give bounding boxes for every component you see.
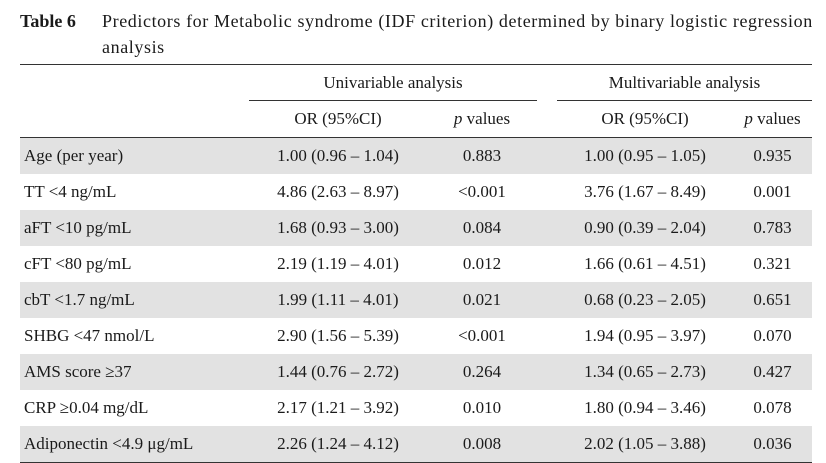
variable-cell: Age (per year) (20, 137, 249, 174)
variable-cell: cFT <80 pg/mL (24, 254, 132, 273)
table-row: Age (per year) 1.00 (0.96 – 1.04) 0.883 1.0… (20, 137, 812, 174)
uni-p-italic: p (453, 109, 463, 128)
uni-or-cell: 1.44 (0.76 – 2.72) (249, 354, 427, 390)
gap-cell (537, 137, 557, 174)
uni-or-cell: 1.99 (1.11 – 4.01) (249, 282, 427, 318)
multi-or-header: OR (95%CI) (557, 100, 733, 138)
table-row: aFT <10 pg/mL 1.68 (0.93 – 3.00) 0.084 0.90… (20, 210, 812, 246)
uni-p-header: p values (427, 100, 537, 138)
uni-p-cell: 0.010 (462, 398, 502, 417)
table-row: Adiponectin <4.9 μg/mL 2.26 (1.24 – 4.12)… (20, 426, 812, 463)
table-caption: Table 6 Predictors for Metabolic syndrom… (20, 8, 820, 60)
table-row: TT <4 ng/mL 4.86 (2.63 – 8.97) <0.001 3.76 … (20, 174, 812, 210)
gap-cell (537, 282, 557, 318)
multi-p-cell: 0.935 (733, 137, 812, 174)
gap-cell (537, 246, 557, 282)
uni-or-cell: 1.00 (0.96 – 1.04) (249, 137, 427, 174)
gap-cell (537, 210, 557, 246)
variable-header (20, 100, 249, 138)
variable-cell: AMS score ≥37 (20, 354, 249, 390)
gap-cell (537, 426, 557, 463)
multi-p-cell: 0.070 (753, 326, 792, 345)
multi-p-rest: values (752, 109, 801, 128)
multi-or-cell: 3.76 (1.67 – 8.49) (584, 182, 706, 201)
sub-header-row: OR (95%CI) p values OR (95%CI) p values (20, 100, 812, 138)
multi-p-cell: 0.321 (753, 254, 792, 273)
uni-or-cell: 1.68 (0.93 – 3.00) (249, 210, 427, 246)
uni-p-cell: <0.001 (458, 182, 506, 201)
multi-or-cell: 1.66 (0.61 – 4.51) (584, 254, 706, 273)
multi-p-cell: 0.783 (733, 210, 812, 246)
multivariable-header: Multivariable analysis (557, 64, 812, 101)
table-row: cbT <1.7 ng/mL 1.99 (1.11 – 4.01) 0.021 0.6… (20, 282, 812, 318)
multi-or-cell: 0.90 (0.39 – 2.04) (557, 210, 733, 246)
uni-p-cell: 0.264 (427, 354, 537, 390)
table-row: CRP ≥0.04 mg/dL 2.17 (1.21 – 3.92) 0.010 1.… (20, 390, 812, 426)
multi-p-header: p values (733, 100, 812, 138)
variable-cell: aFT <10 pg/mL (20, 210, 249, 246)
multi-p-cell: 0.001 (753, 182, 792, 201)
multi-p-cell: 0.651 (733, 282, 812, 318)
table-label: Table 6 (20, 11, 76, 31)
gap-cell (537, 174, 557, 210)
gap-cell (537, 318, 557, 354)
multi-or-cell: 1.34 (0.65 – 2.73) (557, 354, 733, 390)
table-title: Predictors for Metabolic syndrome (IDF c… (102, 11, 813, 57)
regression-table: Univariable analysis Multivariable analy… (20, 64, 812, 463)
uni-p-cell: <0.001 (458, 326, 506, 345)
sub-gap (537, 100, 557, 138)
table-row: AMS score ≥37 1.44 (0.76 – 2.72) 0.264 1.34… (20, 354, 812, 390)
multi-p-cell: 0.036 (733, 426, 812, 463)
variable-cell: SHBG <47 nmol/L (24, 326, 155, 345)
header-blank (20, 64, 249, 101)
multi-p-cell: 0.078 (753, 398, 792, 417)
table-row: cFT <80 pg/mL 2.19 (1.19 – 4.01) 0.012 1.66… (20, 246, 812, 282)
uni-p-cell: 0.012 (462, 254, 502, 273)
multi-or-cell: 2.02 (1.05 – 3.88) (557, 426, 733, 463)
uni-or-cell: 2.19 (1.19 – 4.01) (277, 254, 399, 273)
table-body: Age (per year) 1.00 (0.96 – 1.04) 0.883 1.0… (20, 137, 812, 463)
uni-p-cell: 0.883 (427, 137, 537, 174)
uni-p-cell: 0.084 (427, 210, 537, 246)
uni-or-header: OR (95%CI) (249, 100, 427, 138)
univariable-header: Univariable analysis (249, 64, 537, 101)
uni-or-cell: 2.26 (1.24 – 4.12) (249, 426, 427, 463)
variable-cell: TT <4 ng/mL (24, 182, 117, 201)
variable-cell: Adiponectin <4.9 μg/mL (20, 426, 249, 463)
multi-p-cell: 0.427 (733, 354, 812, 390)
uni-p-cell: 0.021 (427, 282, 537, 318)
multi-p-italic: p (744, 109, 753, 128)
variable-cell: CRP ≥0.04 mg/dL (24, 398, 149, 417)
table-row: SHBG <47 nmol/L 2.90 (1.56 – 5.39) <0.001 1… (20, 318, 812, 354)
gap-cell (537, 354, 557, 390)
multi-or-cell: 0.68 (0.23 – 2.05) (557, 282, 733, 318)
uni-p-cell: 0.008 (427, 426, 537, 463)
uni-p-rest: values (462, 109, 511, 128)
uni-or-cell: 4.86 (2.63 – 8.97) (277, 182, 399, 201)
multi-or-cell: 1.94 (0.95 – 3.97) (584, 326, 706, 345)
variable-cell: cbT <1.7 ng/mL (20, 282, 249, 318)
group-header-row: Univariable analysis Multivariable analy… (20, 64, 812, 101)
uni-or-cell: 2.17 (1.21 – 3.92) (277, 398, 399, 417)
multi-or-cell: 1.00 (0.95 – 1.05) (557, 137, 733, 174)
uni-or-cell: 2.90 (1.56 – 5.39) (277, 326, 399, 345)
multi-or-cell: 1.80 (0.94 – 3.46) (584, 398, 706, 417)
header-gap (537, 64, 557, 101)
gap-cell (537, 390, 557, 426)
